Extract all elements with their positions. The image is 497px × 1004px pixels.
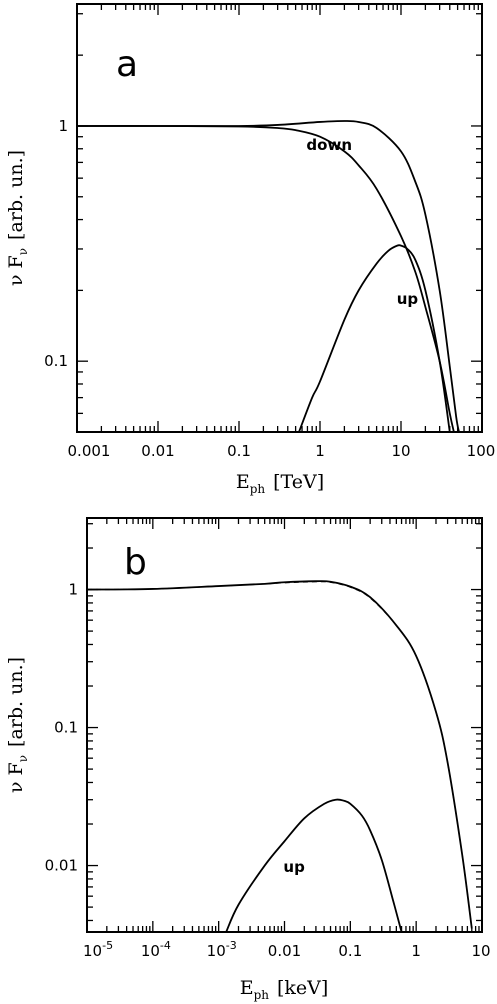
tick-labels: 10-5 10-4 10-3 0.01 0.1 1 10 0.01 0.1 1 (45, 581, 491, 960)
y-axis-label: ν Fν [arb. un.] (5, 150, 30, 286)
x-tick-label: 10-5 (83, 939, 113, 960)
y-tick-label: 1 (68, 581, 78, 599)
series-line-curve-1 (87, 580, 473, 929)
series-line-curve-2 (77, 125, 455, 432)
panel-label: a (116, 44, 138, 85)
x-axis-label-sub: ph (250, 482, 266, 496)
x-axis-label-sub: ph (254, 988, 270, 1002)
x-axis-label: Eph [TeV] (236, 471, 324, 496)
x-tick-label: 0.001 (68, 442, 111, 460)
x-tick-label: 10-4 (141, 939, 171, 960)
plot-frame (76, 3, 483, 433)
panel-label: b (124, 542, 147, 583)
annotation-up: up (397, 290, 419, 308)
x-axis-label-main: E (236, 471, 250, 493)
y-axis-label: ν Fν [arb. un.] (5, 657, 30, 793)
y-axis-label-main: ν F (5, 762, 27, 793)
series-line-up (225, 798, 403, 932)
panel-b: 10-5 10-4 10-3 0.01 0.1 1 10 0.01 0.1 1 b up Eph [… (5, 517, 491, 1002)
x-tick-label: 10 (391, 442, 410, 460)
tick-labels: 0.001 0.01 0.1 1 10 100 0.1 1 (44, 117, 495, 460)
x-tick-label: 1 (315, 442, 325, 460)
x-tick-exponent: -3 (226, 939, 237, 952)
x-tick-label: 10 (471, 942, 490, 960)
series-line-up (298, 244, 451, 432)
y-tick-label: 1 (58, 117, 68, 135)
x-tick-label: 10-3 (207, 939, 237, 960)
axis-ticks (86, 518, 483, 932)
series-line-curve-2 (87, 580, 473, 929)
annotations: up (283, 858, 305, 876)
x-tick-label: 0.01 (268, 942, 301, 960)
y-tick-label: 0.1 (44, 352, 68, 370)
y-axis-label-rest: [arb. un.] (5, 657, 27, 747)
annotation-up: up (283, 858, 305, 876)
plot-curves (87, 580, 473, 932)
axis-ticks (76, 4, 483, 433)
x-axis-label-rest: [TeV] (273, 471, 324, 493)
y-axis-label-sub: ν (16, 755, 30, 762)
y-tick-label: 0.1 (54, 719, 78, 737)
x-tick-exponent: -5 (102, 939, 113, 952)
x-axis-label-main: E (240, 977, 254, 999)
series-line-curve-1 (77, 120, 460, 432)
x-tick-label: 0.01 (141, 442, 174, 460)
y-axis-label-sub: ν (16, 248, 30, 255)
x-tick-label: 0.1 (227, 442, 251, 460)
x-tick-label: 1 (411, 942, 421, 960)
panel-a: 0.001 0.01 0.1 1 10 100 0.1 1 a down up Eph [TeV]… (5, 3, 495, 496)
annotations: down up (306, 136, 418, 308)
x-axis-label: Eph [keV] (240, 977, 329, 1002)
x-tick-label: 100 (467, 442, 496, 460)
y-axis-label-main: ν F (5, 255, 27, 286)
x-axis-label-rest: [keV] (277, 977, 328, 999)
plot-curves (77, 120, 460, 432)
x-tick-label: 0.1 (338, 942, 362, 960)
y-axis-label-rest: [arb. un.] (5, 150, 27, 240)
x-tick-exponent: -4 (160, 939, 171, 952)
y-tick-label: 0.01 (45, 857, 78, 875)
annotation-down: down (306, 136, 352, 154)
